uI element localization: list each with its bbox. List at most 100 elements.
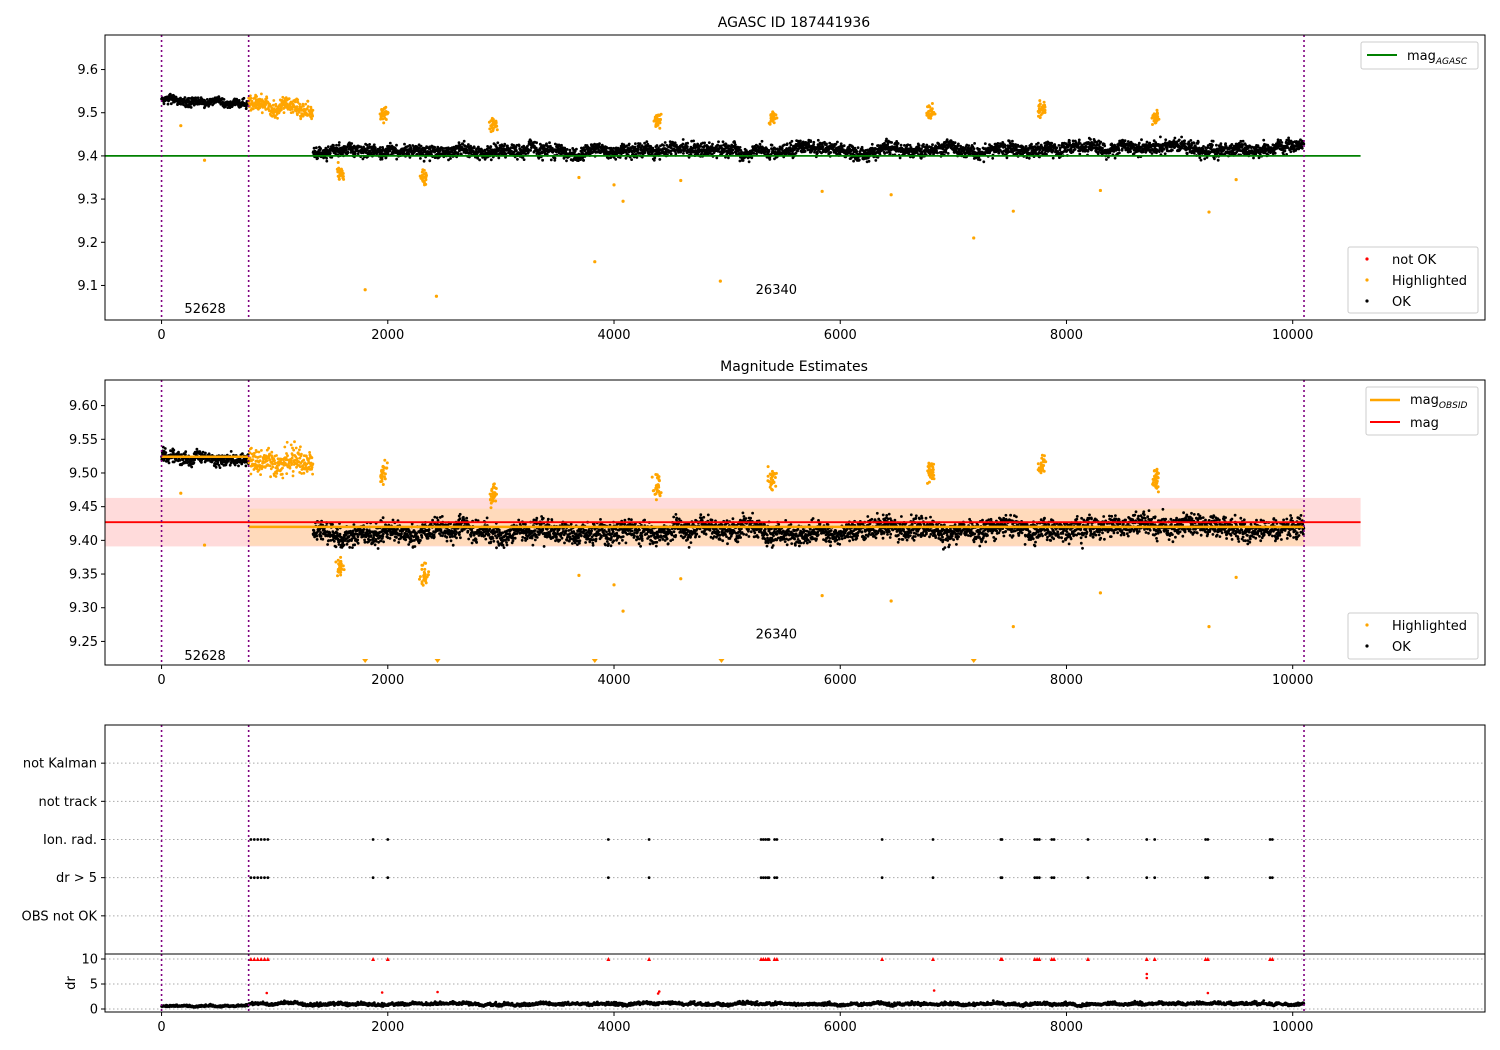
highlighted-point <box>1151 123 1154 126</box>
data-point <box>785 142 789 146</box>
data-point <box>967 144 971 148</box>
data-point <box>752 152 756 155</box>
data-point <box>315 146 318 150</box>
data-point <box>1051 149 1055 153</box>
data-point <box>896 142 900 145</box>
data-point <box>1036 141 1040 145</box>
data-point <box>1276 138 1280 142</box>
data-point <box>337 141 341 144</box>
highlighted-point <box>386 111 390 115</box>
data-point <box>1302 142 1306 146</box>
data-point <box>166 102 170 106</box>
data-point <box>767 149 771 153</box>
highlighted-point <box>1036 109 1040 113</box>
legend-ok-label: OK <box>1392 295 1411 310</box>
highlighted-point <box>767 121 771 125</box>
data-point <box>319 147 322 150</box>
data-point <box>898 156 902 160</box>
data-point <box>731 151 735 155</box>
data-point <box>541 158 544 162</box>
data-point <box>189 106 193 109</box>
highlighted-point <box>421 179 425 183</box>
data-point <box>1224 142 1227 146</box>
highlighted-outlier <box>179 124 183 128</box>
data-point <box>1163 152 1167 156</box>
data-point <box>196 96 200 100</box>
data-point <box>1159 135 1162 139</box>
data-point <box>946 152 950 155</box>
data-point <box>272 99 276 102</box>
data-point <box>242 96 246 100</box>
highlighted-outlier <box>972 236 976 240</box>
highlighted-point <box>1038 99 1042 103</box>
data-point <box>1140 138 1143 142</box>
highlighted-outlier <box>593 260 597 264</box>
data-point <box>306 105 310 108</box>
data-point <box>1055 146 1059 150</box>
highlighted-point <box>1151 114 1155 117</box>
data-point <box>1027 156 1031 160</box>
data-point <box>829 151 833 154</box>
data-point <box>931 143 934 147</box>
agasc-points-legend: not OK Highlighted OK <box>1347 246 1479 314</box>
data-point <box>917 144 921 147</box>
data-point <box>1099 140 1103 144</box>
data-point <box>674 152 678 155</box>
data-point <box>1073 148 1077 151</box>
highlighted-point <box>773 113 777 117</box>
data-point <box>721 140 725 144</box>
data-point <box>1068 141 1071 145</box>
highlighted-outlier <box>1207 210 1211 214</box>
data-point <box>478 158 481 162</box>
y-tick-label: 9.5 <box>77 106 98 121</box>
data-point <box>630 158 633 162</box>
data-point <box>304 102 308 106</box>
data-point <box>335 143 338 147</box>
data-point <box>337 143 341 147</box>
x-tick-label: 10000 <box>1272 328 1313 343</box>
data-point <box>945 138 949 142</box>
agasc-panel-title: AGASC ID 187441936 <box>718 15 870 31</box>
data-point <box>788 146 792 150</box>
data-point <box>1117 148 1121 152</box>
data-point <box>888 151 892 155</box>
y-tick-label: 9.2 <box>77 236 98 251</box>
data-point <box>325 159 329 163</box>
data-point <box>249 96 253 100</box>
data-point <box>982 160 986 164</box>
data-point <box>839 142 843 146</box>
data-point <box>298 102 302 106</box>
data-point <box>836 140 839 144</box>
data-point <box>768 158 772 161</box>
x-tick-label: 8000 <box>1050 328 1083 343</box>
data-point <box>662 144 666 147</box>
highlighted-point <box>1154 121 1158 125</box>
data-point <box>957 142 960 146</box>
data-point <box>1300 146 1304 150</box>
data-point <box>634 142 637 146</box>
data-point <box>310 117 313 121</box>
y-tick-label: 9.3 <box>77 193 98 208</box>
data-point <box>758 142 762 146</box>
highlighted-point <box>1153 117 1157 121</box>
highlighted-point <box>422 175 426 179</box>
data-point <box>668 140 672 144</box>
data-point <box>856 146 860 150</box>
data-point <box>624 156 628 160</box>
data-point <box>760 139 764 143</box>
x-tick-label: 2000 <box>371 328 404 343</box>
highlighted-point <box>927 109 931 113</box>
data-point <box>368 143 371 146</box>
data-point <box>783 143 786 147</box>
data-point <box>316 156 319 160</box>
data-point <box>222 98 226 101</box>
data-point <box>707 141 711 145</box>
data-point <box>1113 156 1117 160</box>
data-point <box>1164 138 1168 142</box>
data-point <box>575 147 578 151</box>
data-point <box>816 138 820 142</box>
highlighted-point <box>927 116 931 120</box>
data-point <box>920 147 923 151</box>
data-point <box>857 158 861 162</box>
